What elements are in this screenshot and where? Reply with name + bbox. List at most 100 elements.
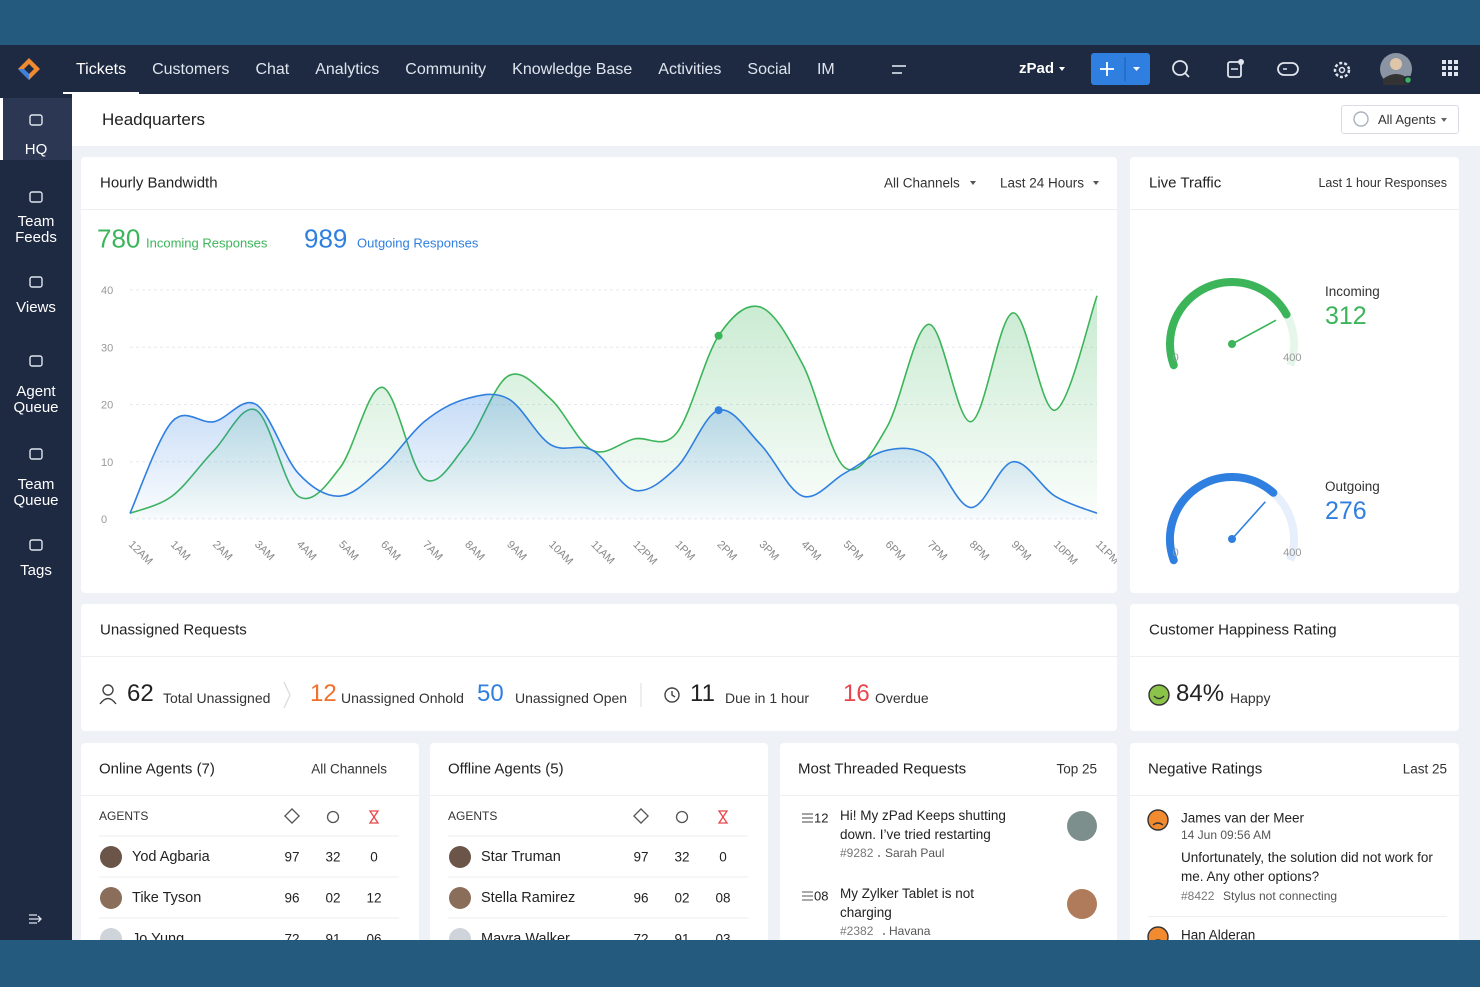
nav-tab[interactable]: Social: [747, 61, 791, 78]
x-tick-label: 5PM: [841, 539, 865, 563]
agent-name[interactable]: Jo Yung: [132, 931, 185, 940]
agent-stat: 02: [325, 890, 341, 906]
caret: [1093, 181, 1099, 185]
agent-stat: 91: [325, 931, 341, 941]
nav-tab[interactable]: Activities: [658, 61, 722, 78]
chevron: [283, 681, 291, 709]
customer-name[interactable]: Han Alderan: [1181, 927, 1256, 941]
more-icon[interactable]: [891, 64, 907, 76]
icon-shape: [29, 114, 43, 126]
nav-tab[interactable]: Knowledge Base: [512, 61, 633, 78]
card-title: Unassigned Requests: [100, 621, 247, 639]
icon-shape: [29, 191, 43, 203]
side-item[interactable]: Views: [16, 299, 56, 316]
avatar: [449, 846, 471, 868]
agent-icon: [1353, 111, 1369, 127]
channel-filter[interactable]: All Channels: [884, 175, 960, 191]
clock-icon: [326, 810, 340, 824]
side-item[interactable]: Tags: [20, 562, 52, 579]
rating-comment: Unfortunately, the solution did not work…: [1181, 850, 1433, 884]
card-title: Live Traffic: [1149, 174, 1222, 192]
nav-tab[interactable]: Chat: [255, 61, 290, 78]
gauge-tick-label: 0: [1173, 547, 1179, 559]
agent-stat: 72: [633, 931, 649, 941]
card-title: Most Threaded Requests: [798, 760, 967, 778]
card-title: Negative Ratings: [1148, 760, 1263, 778]
card-title: Customer Happiness Rating: [1149, 621, 1337, 639]
clock-icon: [671, 691, 676, 698]
side-item[interactable]: Team Feeds: [15, 213, 57, 246]
y-tick-label: 10: [101, 457, 113, 469]
column-header: AGENTS: [99, 809, 149, 823]
x-tick-label: 10PM: [1051, 539, 1080, 568]
agent-stat: 32: [325, 849, 341, 865]
gauge-tick-label: 400: [1283, 352, 1301, 364]
gauge-arc: [1166, 473, 1278, 565]
happiness-value: 84%: [1176, 680, 1225, 707]
x-tick-label: 11PM: [1093, 539, 1117, 567]
requester: Sarah Paul: [885, 846, 945, 860]
side-item[interactable]: Agent Queue: [13, 383, 59, 416]
sidebar: HQ Team Feeds Views Agent Queue Team Queue Ta…: [0, 94, 72, 940]
card-filter[interactable]: All Channels: [311, 761, 387, 777]
agent-filter[interactable]: All Agents: [1341, 105, 1459, 134]
ticket-icon: [284, 808, 300, 824]
divider: [1130, 795, 1459, 796]
caret: [1059, 67, 1066, 72]
agent-stat: 06: [366, 931, 382, 941]
avatar: [449, 928, 471, 940]
notes-icon[interactable]: [1227, 59, 1244, 78]
workspace-switch[interactable]: zPad: [1019, 60, 1066, 77]
agent-name[interactable]: Yod Agbaria: [132, 849, 210, 865]
gauge-tick-label: 400: [1283, 547, 1301, 559]
app: Tickets Customers Chat Analytics Community Kn…: [0, 45, 1480, 940]
thread-subject[interactable]: Hi! My zPad Keeps shutting down. I’ve tr…: [840, 808, 1006, 842]
line-chart: 0 10 20 30 40 12AM 1AM 2AM 3AM 4AM 5AM 6AM 7AM 8AM 9AM…: [101, 285, 1117, 568]
side-item[interactable]: Team Queue: [13, 476, 59, 509]
customer-name[interactable]: James van der Meer: [1181, 810, 1305, 826]
agent-name[interactable]: Star Truman: [481, 849, 561, 865]
logo: [18, 58, 40, 80]
nav-tab[interactable]: Analytics: [315, 61, 380, 78]
agent-filter-label[interactable]: All Agents: [1378, 112, 1436, 127]
settings-icon[interactable]: [1333, 61, 1351, 79]
side-item[interactable]: HQ: [24, 141, 48, 158]
user-icon: [102, 684, 114, 696]
card-filter[interactable]: Top 25: [1056, 761, 1097, 777]
x-tick-label: 12PM: [630, 539, 659, 568]
happiness-card: Customer Happiness Rating 84% Happy: [1130, 604, 1459, 731]
card-filter[interactable]: Last 25: [1402, 761, 1447, 777]
period-filter[interactable]: Last 24 Hours: [1000, 175, 1085, 191]
game-icon[interactable]: [1277, 62, 1299, 76]
nav-tab[interactable]: Customers: [152, 61, 230, 78]
agent-name[interactable]: Stella Ramirez: [481, 890, 576, 906]
gauge-hub: [1228, 535, 1236, 543]
thread-subject[interactable]: My Zylker Tablet is not charging: [840, 886, 975, 920]
nav-tab[interactable]: Community: [405, 61, 487, 78]
icon-shape: [29, 276, 43, 288]
user-avatar[interactable]: [1380, 53, 1413, 85]
card-title: Hourly Bandwidth: [100, 174, 218, 192]
y-tick-label: 0: [101, 514, 107, 526]
ticket-subject: Stylus not connecting: [1223, 889, 1338, 903]
nav-tab[interactable]: IM: [816, 61, 835, 78]
card-title: Offline Agents (5): [448, 760, 564, 778]
stat-label: Unassigned Open: [515, 690, 628, 706]
icon-shape: [29, 914, 42, 924]
nav-tab[interactable]: Tickets: [63, 45, 140, 94]
collapse-icon[interactable]: [28, 913, 44, 925]
workspace-name[interactable]: zPad: [1019, 60, 1055, 77]
apps-icon[interactable]: [1442, 60, 1458, 76]
gauge-needle: [1231, 501, 1266, 540]
gauge-needle: [1231, 319, 1277, 345]
agent-name[interactable]: Tike Tyson: [132, 890, 202, 906]
add-button[interactable]: [1091, 53, 1150, 85]
side-icon: [29, 539, 43, 551]
x-tick-label: 12AM: [126, 539, 155, 568]
avatar: [1067, 811, 1097, 841]
agent-name[interactable]: Mayra Walker: [481, 931, 570, 940]
separator-dot: [883, 933, 885, 935]
avatar: [449, 887, 471, 909]
search-icon[interactable]: [1172, 60, 1190, 78]
icon-shape: [29, 355, 43, 367]
